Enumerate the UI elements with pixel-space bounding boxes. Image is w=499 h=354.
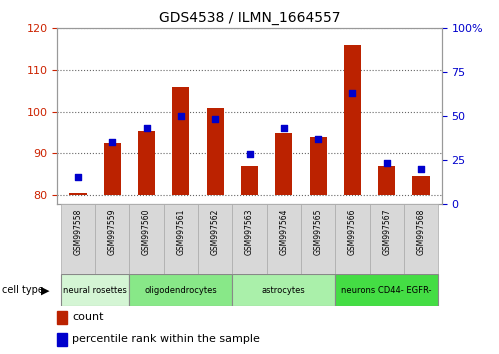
Text: GSM997563: GSM997563 <box>245 209 254 255</box>
Text: count: count <box>72 312 103 322</box>
Bar <box>233 274 335 306</box>
Point <box>108 139 116 145</box>
Bar <box>129 204 164 274</box>
Text: cell type: cell type <box>2 285 44 295</box>
Point <box>74 175 82 180</box>
Bar <box>301 204 335 274</box>
Bar <box>69 193 86 195</box>
Text: oligodendrocytes: oligodendrocytes <box>145 286 217 295</box>
Text: astrocytes: astrocytes <box>262 286 306 295</box>
Text: GSM997565: GSM997565 <box>313 209 323 255</box>
Point <box>143 125 151 131</box>
Bar <box>95 204 129 274</box>
Bar <box>370 204 404 274</box>
Point <box>383 160 391 166</box>
Bar <box>57 311 67 324</box>
Text: GSM997568: GSM997568 <box>417 209 426 255</box>
Bar <box>129 274 233 306</box>
Bar <box>404 204 438 274</box>
Bar <box>309 137 327 195</box>
Text: GSM997560: GSM997560 <box>142 209 151 255</box>
Bar <box>172 87 190 195</box>
Point <box>177 113 185 119</box>
Bar <box>207 108 224 195</box>
Point <box>314 136 322 142</box>
Text: neurons CD44- EGFR-: neurons CD44- EGFR- <box>341 286 432 295</box>
Bar <box>61 204 95 274</box>
Text: GSM997558: GSM997558 <box>73 209 82 255</box>
Point <box>417 166 425 171</box>
Point <box>280 125 288 131</box>
Point <box>246 152 253 157</box>
Bar <box>104 143 121 195</box>
Bar <box>61 274 129 306</box>
Bar <box>335 274 438 306</box>
Bar <box>233 204 266 274</box>
Bar <box>344 45 361 195</box>
Bar <box>413 176 430 195</box>
Text: GSM997561: GSM997561 <box>176 209 186 255</box>
Bar <box>241 166 258 195</box>
Bar <box>198 204 233 274</box>
Text: ▶: ▶ <box>41 285 50 295</box>
Bar <box>138 131 155 195</box>
Title: GDS4538 / ILMN_1664557: GDS4538 / ILMN_1664557 <box>159 11 340 24</box>
Text: percentile rank within the sample: percentile rank within the sample <box>72 335 260 344</box>
Text: GSM997564: GSM997564 <box>279 209 288 255</box>
Bar <box>57 333 67 346</box>
Point <box>211 116 219 122</box>
Text: GSM997567: GSM997567 <box>382 209 391 255</box>
Bar <box>164 204 198 274</box>
Bar <box>266 204 301 274</box>
Bar <box>335 204 370 274</box>
Point <box>348 90 356 96</box>
Text: neural rosettes: neural rosettes <box>63 286 127 295</box>
Text: GSM997559: GSM997559 <box>108 209 117 255</box>
Bar <box>378 166 395 195</box>
Text: GSM997562: GSM997562 <box>211 209 220 255</box>
Text: GSM997566: GSM997566 <box>348 209 357 255</box>
Bar <box>275 133 292 195</box>
